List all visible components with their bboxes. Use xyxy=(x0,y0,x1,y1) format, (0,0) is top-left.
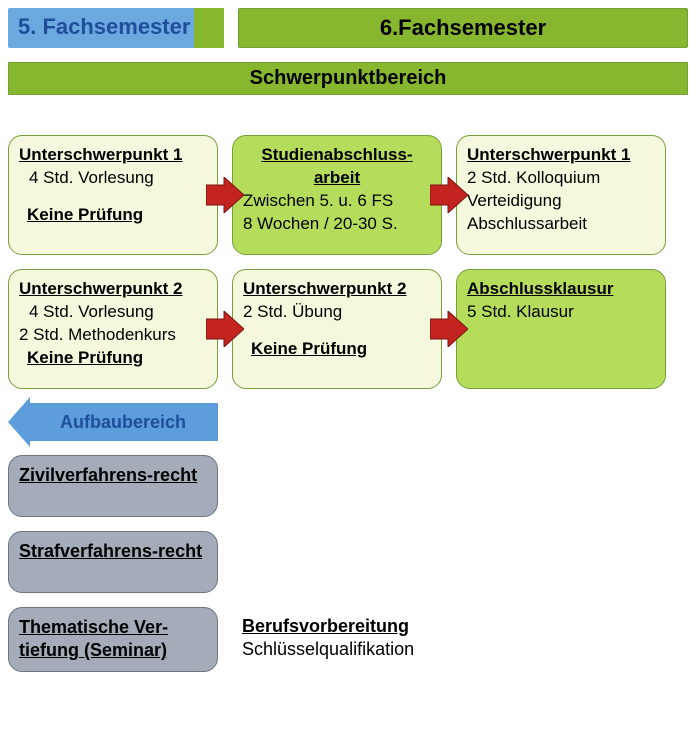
box-line: 4 Std. Vorlesung xyxy=(19,167,207,190)
box-line: 4 Std. Vorlesung xyxy=(19,301,207,324)
box-title: Berufsvorbereitung xyxy=(242,615,432,638)
arrow-icon xyxy=(430,177,468,213)
aufbaubereich-arrow: Aufbaubereich xyxy=(28,403,218,441)
box-thematische-vertiefung: Thematische Ver-tiefung (Seminar) xyxy=(8,607,218,672)
box-exam: Keine Prüfung xyxy=(19,204,207,227)
gray-row-2: Strafverfahrens-recht xyxy=(8,531,688,593)
box-thesis: Studienabschluss-arbeit Zwischen 5. u. 6… xyxy=(232,135,442,255)
header-sem6: 6.Fachsemester xyxy=(238,8,688,48)
section-bar: Schwerpunktbereich xyxy=(8,62,688,95)
box-title: Studienabschluss-arbeit xyxy=(243,144,431,190)
box-line: Verteidigung xyxy=(467,190,655,213)
arrow-icon xyxy=(206,177,244,213)
focus-row-1: Unterschwerpunkt 1 4 Std. Vorlesung Kein… xyxy=(8,135,688,255)
box-line: 2 Std. Übung xyxy=(243,301,431,324)
header-sem5-label: 5. Fachsemester xyxy=(18,14,190,39)
aufbaubereich-row: Aufbaubereich xyxy=(8,403,688,441)
box-usp1-sem5: Unterschwerpunkt 1 4 Std. Vorlesung Kein… xyxy=(8,135,218,255)
box-title: Zivilverfahrens-recht xyxy=(19,465,197,485)
box-title: Unterschwerpunkt 2 xyxy=(243,278,431,301)
gray-row-1: Zivilverfahrens-recht xyxy=(8,455,688,517)
box-title: Unterschwerpunkt 2 xyxy=(19,278,207,301)
box-line: 5 Std. Klausur xyxy=(467,301,655,324)
box-line: 2 Std. Kolloquium xyxy=(467,167,655,190)
box-line: 8 Wochen / 20-30 S. xyxy=(243,213,431,236)
arrow-icon xyxy=(430,311,468,347)
box-line: Abschlussarbeit xyxy=(467,213,655,236)
box-title: Unterschwerpunkt 1 xyxy=(467,144,655,167)
aufbaubereich-label: Aufbaubereich xyxy=(60,412,186,432)
box-title: Thematische Ver-tiefung (Seminar) xyxy=(19,617,168,660)
box-line: Zwischen 5. u. 6 FS xyxy=(243,190,431,213)
box-title: Strafverfahrens-recht xyxy=(19,541,202,561)
header-sem5: 5. Fachsemester xyxy=(8,8,224,48)
section-bar-label: Schwerpunktbereich xyxy=(250,67,447,89)
semester-headers: 5. Fachsemester 6.Fachsemester xyxy=(8,8,688,48)
box-strafverfahrensrecht: Strafverfahrens-recht xyxy=(8,531,218,593)
box-final-exam: Abschlussklausur 5 Std. Klausur xyxy=(456,269,666,389)
box-title: Unterschwerpunkt 1 xyxy=(19,144,207,167)
box-usp2-sem6a: Unterschwerpunkt 2 2 Std. Übung Keine Pr… xyxy=(232,269,442,389)
box-title: Abschlussklausur xyxy=(467,278,655,301)
box-berufsvorbereitung: Berufsvorbereitung Schlüsselqualifikatio… xyxy=(232,607,442,672)
box-exam: Keine Prüfung xyxy=(243,338,431,361)
box-line: 2 Std. Methodenkurs xyxy=(19,324,207,347)
box-line: Schlüsselqualifikation xyxy=(242,638,432,661)
gray-row-3: Thematische Ver-tiefung (Seminar) Berufs… xyxy=(8,607,688,672)
header-sem6-label: 6.Fachsemester xyxy=(380,15,546,40)
box-usp2-sem5: Unterschwerpunkt 2 4 Std. Vorlesung 2 St… xyxy=(8,269,218,389)
box-zivilverfahrensrecht: Zivilverfahrens-recht xyxy=(8,455,218,517)
arrow-icon xyxy=(206,311,244,347)
focus-row-2: Unterschwerpunkt 2 4 Std. Vorlesung 2 St… xyxy=(8,269,688,389)
box-usp1-sem6: Unterschwerpunkt 1 2 Std. Kolloquium Ver… xyxy=(456,135,666,255)
box-exam: Keine Prüfung xyxy=(19,347,207,370)
